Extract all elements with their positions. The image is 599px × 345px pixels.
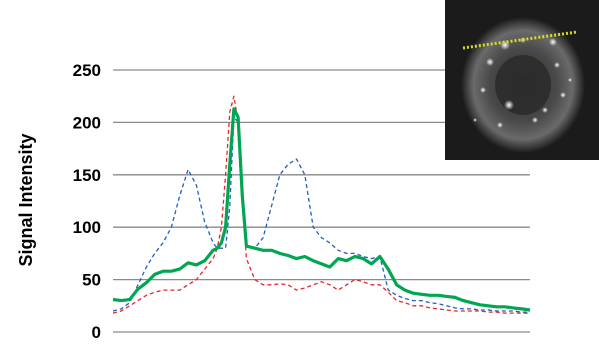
spot bbox=[504, 100, 514, 110]
line-profile-marker bbox=[462, 30, 578, 50]
spot bbox=[486, 58, 494, 66]
spot bbox=[568, 78, 572, 82]
cell-image bbox=[445, 0, 599, 160]
spot bbox=[480, 87, 486, 93]
spot bbox=[497, 122, 503, 128]
spot bbox=[560, 92, 566, 98]
spot bbox=[549, 38, 557, 46]
series-lines bbox=[112, 95, 531, 314]
y-tick-label: 100 bbox=[73, 218, 101, 237]
y-tick-labels: 0 50 100 150 200 250 bbox=[73, 61, 101, 342]
y-tick-label: 50 bbox=[82, 271, 101, 290]
spot bbox=[554, 62, 560, 68]
spot bbox=[473, 118, 477, 122]
fluorescent-spots bbox=[473, 37, 572, 128]
y-tick-label: 200 bbox=[73, 113, 101, 132]
spot bbox=[542, 107, 548, 113]
spot bbox=[532, 117, 538, 123]
y-axis-label: Signal Intensity bbox=[16, 133, 36, 266]
y-tick-label: 250 bbox=[73, 61, 101, 80]
series-line-1 bbox=[112, 116, 530, 313]
series-line-0 bbox=[112, 107, 531, 312]
y-tick-label: 150 bbox=[73, 166, 101, 185]
series-line-2 bbox=[112, 95, 530, 314]
microscopy-inset-image bbox=[445, 0, 599, 160]
y-tick-label: 0 bbox=[92, 323, 101, 342]
gridlines bbox=[113, 69, 530, 333]
